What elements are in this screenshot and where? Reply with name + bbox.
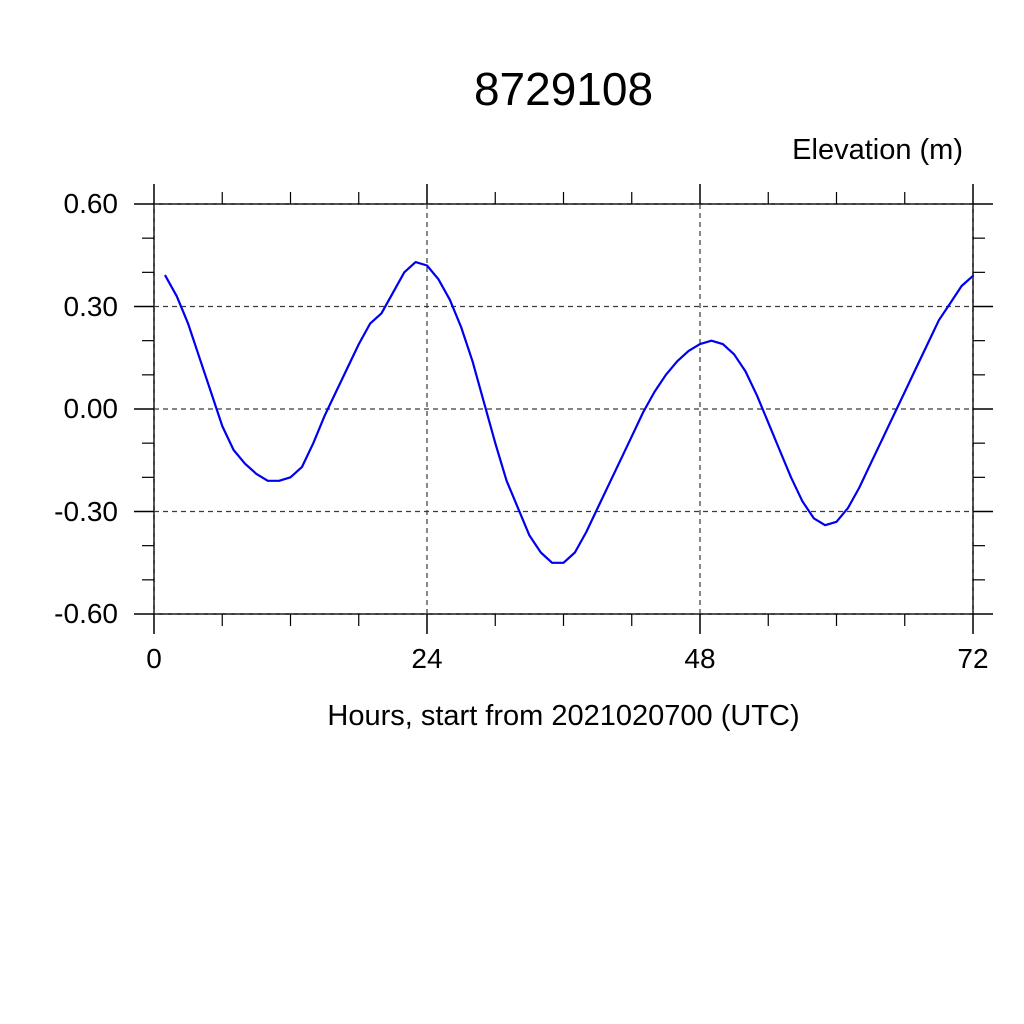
y-tick-label: -0.30 [54, 495, 118, 527]
y-tick-label: 0.30 [63, 290, 119, 322]
chart-title: 8729108 [473, 63, 654, 115]
x-tick-label: 72 [957, 643, 989, 674]
x-tick-label: 0 [146, 643, 162, 674]
y-tick-label: 0.00 [63, 393, 119, 424]
x-axis-title: Hours, start from 2021020700 (UTC) [327, 700, 800, 732]
y-tick-label: -0.60 [54, 598, 118, 629]
y-tick-label: 0.60 [63, 188, 119, 219]
y-axis-title: Elevation (m) [792, 134, 963, 166]
x-tick-label: 24 [411, 643, 443, 674]
elevation-line [164, 261, 975, 564]
x-tick-label: 48 [684, 643, 716, 674]
